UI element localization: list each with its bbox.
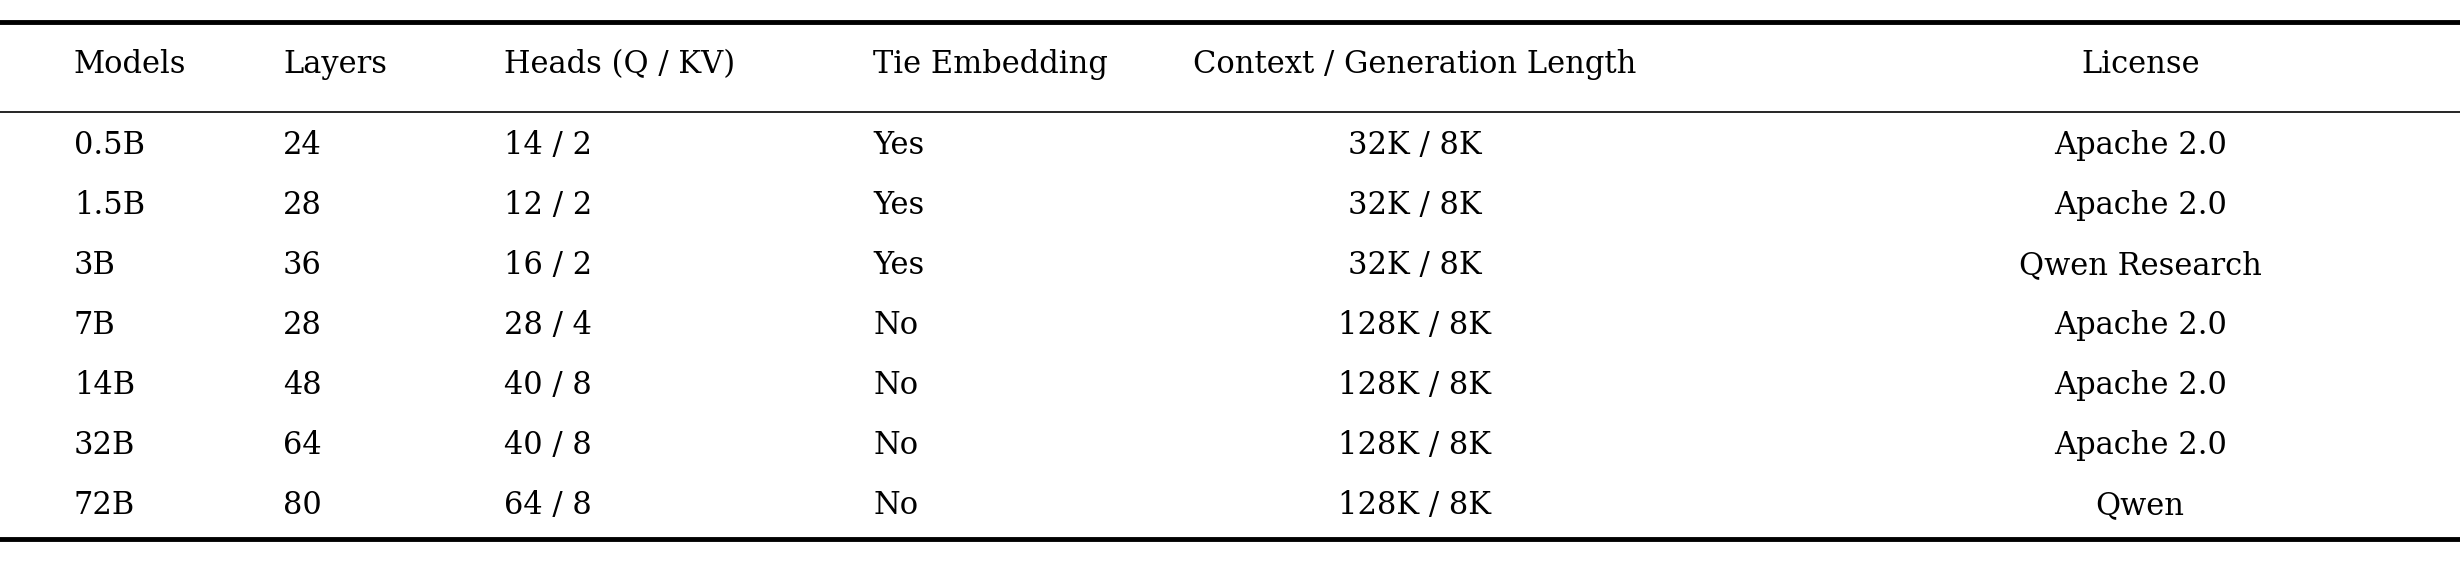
Text: 14 / 2: 14 / 2 xyxy=(504,130,593,160)
Text: No: No xyxy=(873,430,918,461)
Text: Qwen Research: Qwen Research xyxy=(2020,250,2261,280)
Text: 32K / 8K: 32K / 8K xyxy=(1348,250,1481,280)
Text: 128K / 8K: 128K / 8K xyxy=(1338,310,1491,341)
Text: Yes: Yes xyxy=(873,190,925,220)
Text: No: No xyxy=(873,370,918,401)
Text: Apache 2.0: Apache 2.0 xyxy=(2054,430,2226,461)
Text: Qwen: Qwen xyxy=(2096,490,2184,521)
Text: 72B: 72B xyxy=(74,490,135,521)
Text: No: No xyxy=(873,310,918,341)
Text: 36: 36 xyxy=(283,250,322,280)
Text: 128K / 8K: 128K / 8K xyxy=(1338,370,1491,401)
Text: 32B: 32B xyxy=(74,430,135,461)
Text: Layers: Layers xyxy=(283,49,386,80)
Text: 64: 64 xyxy=(283,430,322,461)
Text: 40 / 8: 40 / 8 xyxy=(504,430,593,461)
Text: 28: 28 xyxy=(283,190,322,220)
Text: 48: 48 xyxy=(283,370,322,401)
Text: Context / Generation Length: Context / Generation Length xyxy=(1193,49,1636,80)
Text: 40 / 8: 40 / 8 xyxy=(504,370,593,401)
Text: 7B: 7B xyxy=(74,310,116,341)
Text: License: License xyxy=(2081,49,2199,80)
Text: 80: 80 xyxy=(283,490,322,521)
Text: Apache 2.0: Apache 2.0 xyxy=(2054,190,2226,220)
Text: No: No xyxy=(873,490,918,521)
Text: 12 / 2: 12 / 2 xyxy=(504,190,593,220)
Text: 32K / 8K: 32K / 8K xyxy=(1348,190,1481,220)
Text: Yes: Yes xyxy=(873,250,925,280)
Text: 3B: 3B xyxy=(74,250,116,280)
Text: Tie Embedding: Tie Embedding xyxy=(873,49,1107,80)
Text: 64 / 8: 64 / 8 xyxy=(504,490,593,521)
Text: 16 / 2: 16 / 2 xyxy=(504,250,593,280)
Text: 24: 24 xyxy=(283,130,322,160)
Text: Heads (Q / KV): Heads (Q / KV) xyxy=(504,49,736,80)
Text: 32K / 8K: 32K / 8K xyxy=(1348,130,1481,160)
Text: 0.5B: 0.5B xyxy=(74,130,145,160)
Text: 14B: 14B xyxy=(74,370,135,401)
Text: Apache 2.0: Apache 2.0 xyxy=(2054,370,2226,401)
Text: Apache 2.0: Apache 2.0 xyxy=(2054,130,2226,160)
Text: 128K / 8K: 128K / 8K xyxy=(1338,430,1491,461)
Text: 128K / 8K: 128K / 8K xyxy=(1338,490,1491,521)
Text: 1.5B: 1.5B xyxy=(74,190,145,220)
Text: 28 / 4: 28 / 4 xyxy=(504,310,593,341)
Text: Models: Models xyxy=(74,49,187,80)
Text: Yes: Yes xyxy=(873,130,925,160)
Text: 28: 28 xyxy=(283,310,322,341)
Text: Apache 2.0: Apache 2.0 xyxy=(2054,310,2226,341)
